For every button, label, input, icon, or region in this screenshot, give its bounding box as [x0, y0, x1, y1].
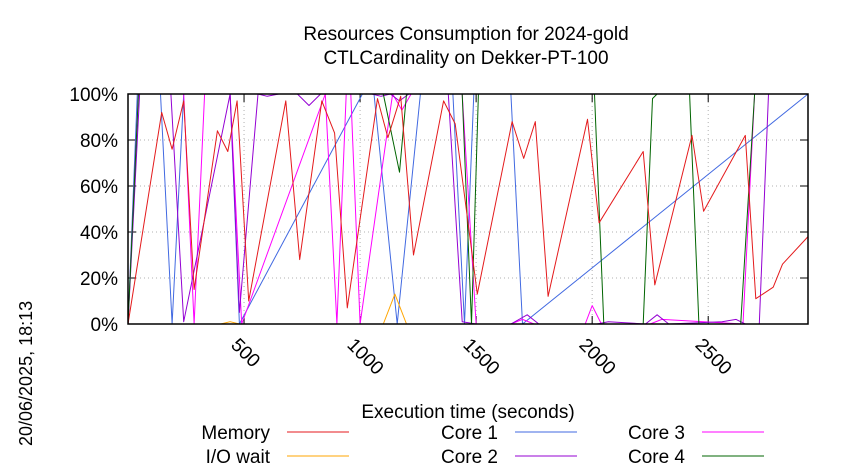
series-line-core-2 — [127, 93, 808, 325]
x-tick-label: 2500 — [691, 335, 736, 380]
series-line-i-o-wait — [128, 293, 808, 325]
legend-label-core-2: Core 2 — [441, 447, 498, 468]
y-tick-label: 20% — [80, 269, 118, 290]
series-line-core-3 — [127, 93, 808, 325]
series-line-core-4 — [127, 93, 808, 325]
x-axis-label: Execution time (seconds) — [361, 402, 574, 423]
series-line-core-1 — [127, 93, 809, 325]
grid — [128, 94, 808, 324]
y-tick-label: 100% — [69, 85, 118, 106]
x-tick-label: 1500 — [459, 335, 504, 380]
x-tick-label: 1000 — [343, 335, 388, 380]
x-tick-label: 500 — [227, 335, 264, 372]
y-axis: 0% 20% 40% 60% 80% 100% — [69, 85, 808, 336]
legend-label-core-4: Core 4 — [628, 447, 685, 468]
x-tick-label: 2000 — [575, 335, 620, 380]
legend-label-i-o-wait: I/O wait — [206, 447, 271, 468]
legend-label-core-1: Core 1 — [441, 423, 498, 444]
y-tick-label: 60% — [80, 177, 118, 198]
series-line-memory — [127, 95, 809, 325]
plot-frame — [127, 93, 809, 325]
series-group — [127, 93, 809, 325]
legend-label-memory: Memory — [201, 423, 270, 444]
y-tick-label: 40% — [80, 223, 118, 244]
y-tick-label: 80% — [80, 131, 118, 152]
y-tick-label: 0% — [91, 315, 119, 336]
chart-title: Resources Consumption for 2024-gold — [303, 24, 628, 45]
legend-label-core-3: Core 3 — [628, 423, 685, 444]
legend: Memory I/O wait Core 1 Core 2 Core 3 Core 4 — [201, 423, 764, 468]
timestamp-label: 20/06/2025, 18:13 — [16, 301, 36, 446]
chart-subtitle: CTLCardinality on Dekker-PT-100 — [323, 48, 608, 69]
